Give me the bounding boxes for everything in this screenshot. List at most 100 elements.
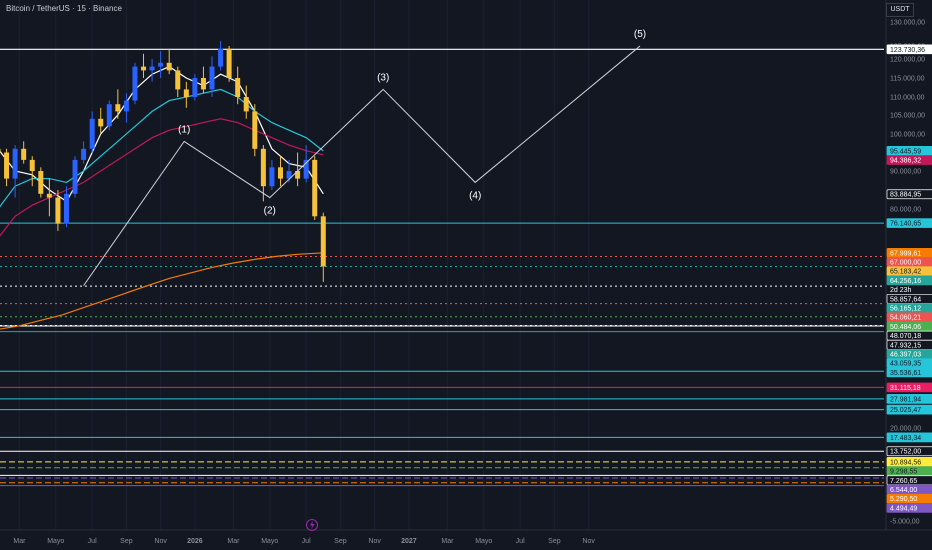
candle-body [98,118,104,127]
candle-body [0,148,1,153]
moving-average-line [0,252,324,330]
candle-body [269,167,275,187]
price-tag-label: 83.884,95 [890,192,921,199]
candle-body [175,70,181,90]
candle-body [209,66,215,90]
price-tick-label: 120.000,00 [890,57,925,64]
candle-body [286,171,292,179]
price-tag-label: 58.857,64 [890,296,921,303]
price-tag-label: 56.165,12 [890,306,921,313]
candle-body [29,159,35,171]
price-tag-label: 4.494,49 [890,505,917,512]
candle-body [158,62,164,67]
price-tag-label: 6.544,00 [890,487,917,494]
chart-grid [18,0,590,530]
price-tag-box [886,394,932,404]
price-tag-box [886,218,932,228]
candle-body [200,78,206,90]
moving-average-line [0,118,324,237]
wave-path [83,45,641,286]
replay-icon[interactable] [306,519,318,531]
candle-body [55,197,61,224]
price-tag-label: 47.932,15 [890,342,921,349]
price-tag-label: 94.386,32 [890,158,921,165]
candle-body [260,148,266,187]
price-tag-label: 65.183,42 [890,269,921,276]
price-tick-label: -5.000,00 [890,519,920,526]
wave-label: (2) [264,206,276,217]
candle-body [21,148,27,160]
candle-body [12,148,18,179]
price-tag-label: 64.256,16 [890,278,921,285]
candle-body [192,78,198,97]
price-tick-label: 110.000,00 [890,95,925,102]
time-tick-label: Jul [302,538,311,545]
time-axis-background [0,530,932,550]
price-tick-label: 20.000,00 [890,426,921,433]
price-tag-label: 27.981,94 [890,396,921,403]
candle-body [295,171,301,179]
countdown-label: 2d 23h [890,287,912,294]
price-tag-label: 123.730,36 [890,47,925,54]
elliott-wave-projection: (1) (2) (3) (4) (5) [83,29,646,286]
candle-body [141,66,147,71]
time-axis[interactable]: Mar Mayo Jul Sep Nov 2026 Mar Mayo Jul Sep Nov 2027… [0,529,932,550]
time-tick-label: Jul [88,538,97,545]
time-tick-label: Mar [227,538,240,545]
time-tick-label: Nov [368,538,381,545]
price-tag-box [886,367,932,378]
currency-label[interactable]: USDT [886,3,914,17]
candle-body [123,100,129,112]
candle-body [63,193,69,224]
price-tag-box [886,275,932,286]
price-tag-label: 67.999,61 [890,250,921,257]
price-tag-box [886,155,932,165]
time-tick-label: Mayo [47,538,64,545]
time-tick-label: Mayo [475,538,492,545]
candle-body [132,66,138,101]
candles [0,41,326,282]
time-tick-label: Sep [334,538,347,545]
candle-body [243,97,249,112]
candle-body [38,171,44,194]
price-tick-label: 130.000,00 [890,20,925,27]
price-tag-label: 10.894,56 [890,459,921,466]
price-tag-label: 43.059,35 [890,361,921,368]
price-tag-box [886,432,932,443]
price-tag-label: 31.115,18 [890,385,921,392]
price-tick-label: 80.000,00 [890,207,921,214]
candle-body [46,193,52,198]
candle-body [89,118,95,149]
price-tag-box [886,382,932,393]
candle-body [320,216,326,267]
price-tag-label: 46.397,03 [890,352,921,359]
candle-body [4,152,10,179]
price-tag-label: 76.140,65 [890,221,921,228]
candle-body [226,48,232,78]
time-tick-label: Mar [441,538,454,545]
symbol-title[interactable]: Bitcoin / TetherUS · 15 · Binance [6,4,122,13]
candle-body [252,111,258,149]
price-tag-label: 54.060,21 [890,315,921,322]
time-tick-label: 2026 [187,538,203,545]
wave-label: (5) [634,29,646,40]
price-tag-box [886,446,932,457]
time-tick-label: Nov [154,538,167,545]
price-tag-box [886,44,932,55]
time-tick-label: Nov [582,538,595,545]
price-tag-box [886,404,932,415]
price-tag-box [886,503,932,513]
time-tick-label: Sep [120,538,133,545]
candle-body [166,62,172,71]
moving-average-line [0,88,324,208]
price-tag-label: 7.260,65 [890,478,917,485]
time-tick-label: Jul [516,538,525,545]
price-tick-label: 115.000,00 [890,76,925,83]
price-tick-label: 100.000,00 [890,132,925,139]
candle-body [81,148,87,160]
price-tag-label: 25.025,47 [890,407,921,414]
candle-body [149,66,155,71]
candle-body [303,159,309,179]
price-tag-label: 13.752,00 [890,449,921,456]
